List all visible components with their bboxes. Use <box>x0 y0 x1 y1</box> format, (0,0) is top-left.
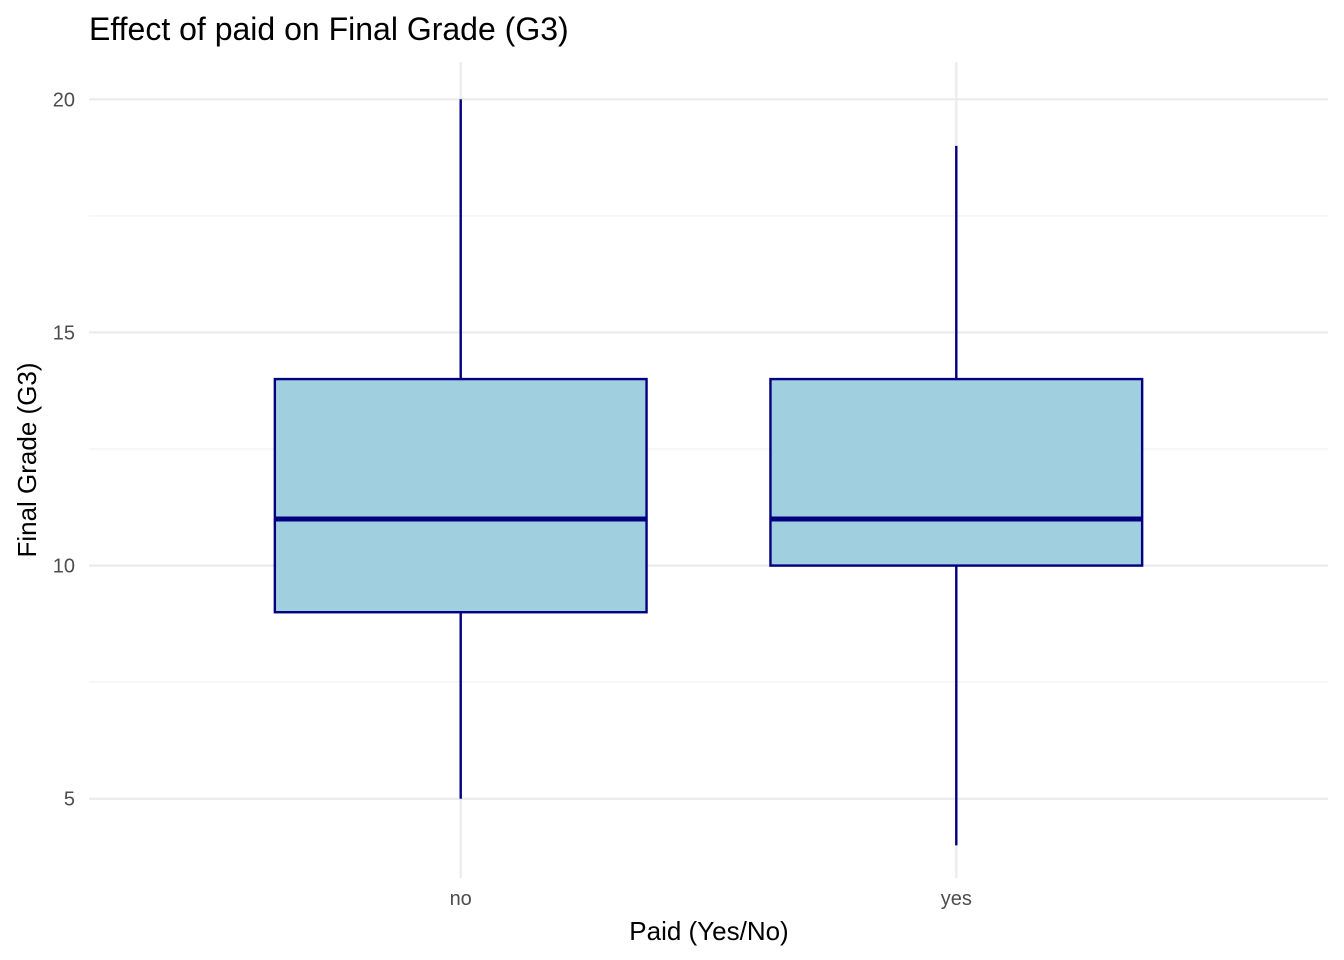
y-axis-label: Final Grade (G3) <box>12 362 42 557</box>
y-tick-label: 15 <box>53 322 75 344</box>
y-tick-label: 5 <box>64 789 75 811</box>
x-tick-label: no <box>450 888 472 910</box>
box-group-no <box>273 99 648 799</box>
box-iqr <box>769 377 1144 567</box>
y-tick-label: 10 <box>53 556 75 578</box>
x-axis-label: Paid (Yes/No) <box>629 916 788 946</box>
box-group-yes <box>769 145 1144 846</box>
chart-title: Effect of paid on Final Grade (G3) <box>89 11 569 47</box>
x-tick-label: yes <box>941 888 972 910</box>
y-tick-label: 20 <box>53 89 75 111</box>
tick-layer: 5 10 15 20 no yes <box>53 89 972 910</box>
box-layer <box>273 99 1144 846</box>
box-iqr <box>273 377 648 614</box>
